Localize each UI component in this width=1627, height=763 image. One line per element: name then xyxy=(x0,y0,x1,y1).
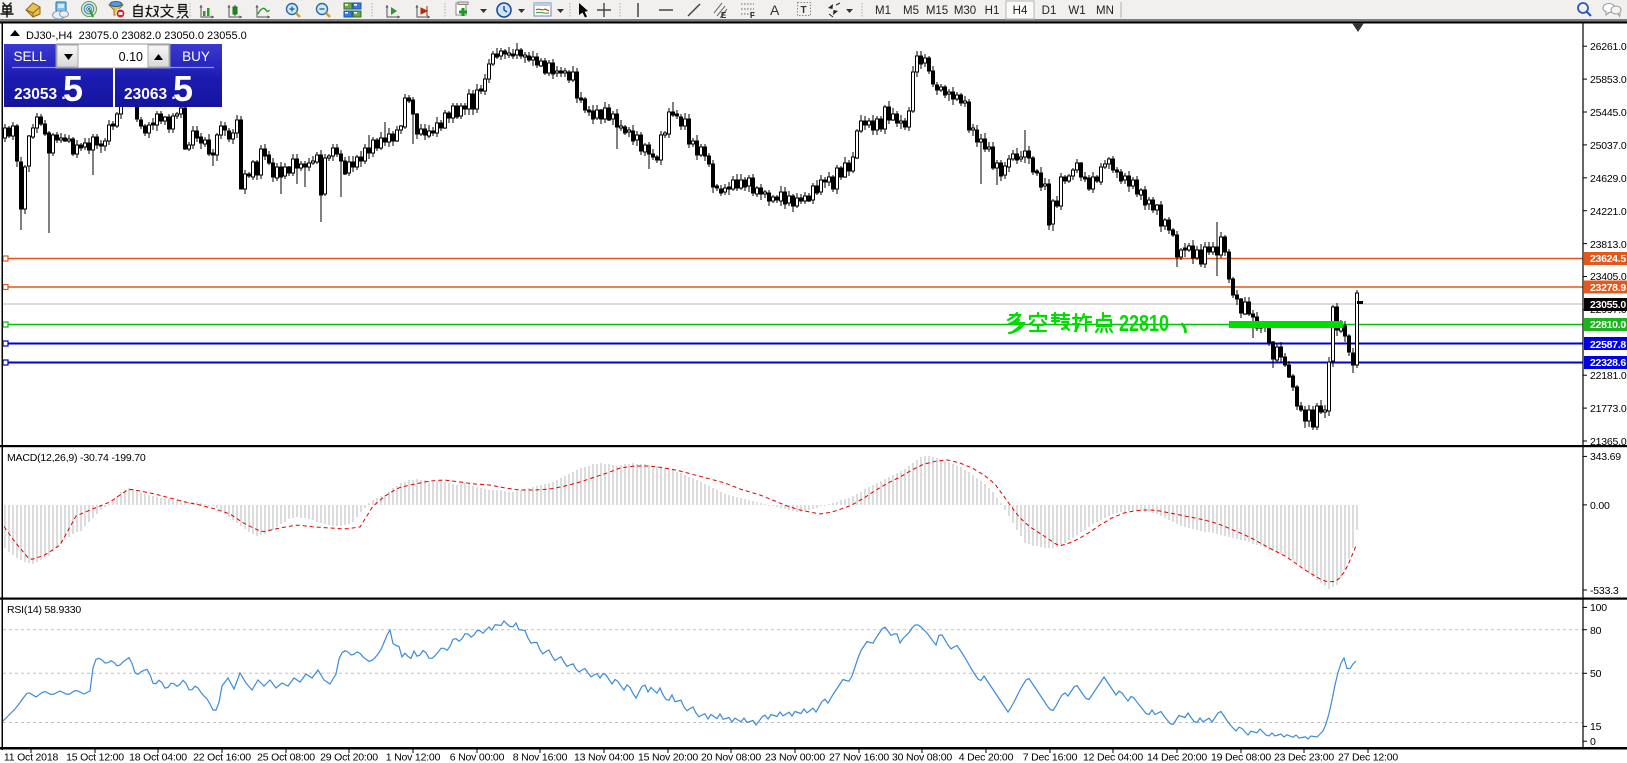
svg-text:23278.9: 23278.9 xyxy=(1590,282,1626,294)
svg-text:F: F xyxy=(750,11,755,20)
svg-text:-533.3: -533.3 xyxy=(1590,585,1619,597)
svg-text:22328.6: 22328.6 xyxy=(1590,357,1626,369)
svg-text:27 Dec 12:00: 27 Dec 12:00 xyxy=(1338,752,1398,763)
svg-text:21365.0: 21365.0 xyxy=(1590,436,1627,448)
svg-text:23055.0: 23055.0 xyxy=(1590,299,1626,311)
svg-text:100: 100 xyxy=(1590,602,1607,614)
svg-text:BUY: BUY xyxy=(182,49,210,64)
svg-text:23624.5: 23624.5 xyxy=(1590,253,1626,265)
svg-text:5: 5 xyxy=(173,68,193,109)
svg-text:RSI(14) 58.9330: RSI(14) 58.9330 xyxy=(7,604,81,616)
svg-text:MACD(12,26,9) -30.74 -199.70: MACD(12,26,9) -30.74 -199.70 xyxy=(7,452,146,464)
svg-text:T: T xyxy=(801,5,807,16)
svg-text:0.10: 0.10 xyxy=(119,50,143,64)
svg-text:5: 5 xyxy=(63,68,83,109)
svg-text:DJ30-,H4 23075.0 23082.0 2305: DJ30-,H4 23075.0 23082.0 23050.0 23055.0 xyxy=(26,30,247,42)
svg-text:SELL: SELL xyxy=(13,49,47,64)
svg-text:22181.0: 22181.0 xyxy=(1590,370,1627,382)
svg-text:23405.0: 23405.0 xyxy=(1590,271,1627,283)
svg-text:21773.0: 21773.0 xyxy=(1590,403,1627,415)
svg-text:24629.0: 24629.0 xyxy=(1590,173,1627,185)
svg-text:H4: H4 xyxy=(1013,5,1028,17)
svg-text:23 Nov 00:00: 23 Nov 00:00 xyxy=(765,752,825,763)
svg-text:M5: M5 xyxy=(903,5,919,17)
svg-text:D1: D1 xyxy=(1042,5,1057,17)
svg-text:29 Oct 20:00: 29 Oct 20:00 xyxy=(320,752,378,763)
svg-text:80: 80 xyxy=(1590,625,1602,637)
svg-text:M30: M30 xyxy=(954,5,976,17)
svg-text:22 Oct 16:00: 22 Oct 16:00 xyxy=(193,752,251,763)
svg-text:14 Dec 20:00: 14 Dec 20:00 xyxy=(1147,752,1207,763)
svg-text:E: E xyxy=(721,11,727,20)
svg-text:6 Nov 00:00: 6 Nov 00:00 xyxy=(450,752,505,763)
svg-text:27 Nov 16:00: 27 Nov 16:00 xyxy=(829,752,889,763)
svg-text:7 Dec 16:00: 7 Dec 16:00 xyxy=(1023,752,1078,763)
svg-text:24221.0: 24221.0 xyxy=(1590,206,1627,218)
svg-text:15 Oct 12:00: 15 Oct 12:00 xyxy=(66,752,124,763)
svg-text:23813.0: 23813.0 xyxy=(1590,239,1627,251)
svg-text:25853.0: 25853.0 xyxy=(1590,74,1627,86)
svg-text:13 Nov 04:00: 13 Nov 04:00 xyxy=(574,752,634,763)
svg-text:W1: W1 xyxy=(1068,5,1085,17)
svg-text:M15: M15 xyxy=(926,5,948,17)
svg-text:22810: 22810 xyxy=(1119,310,1169,336)
svg-text:22810.0: 22810.0 xyxy=(1590,319,1626,331)
svg-text:23053 .: 23053 . xyxy=(14,86,66,103)
svg-text:11 Oct 2018: 11 Oct 2018 xyxy=(4,752,59,763)
svg-text:15: 15 xyxy=(1590,721,1602,733)
svg-text:M1: M1 xyxy=(875,5,891,17)
svg-text:1 Nov 12:00: 1 Nov 12:00 xyxy=(386,752,441,763)
svg-text:343.69: 343.69 xyxy=(1590,451,1621,463)
svg-text:22587.8: 22587.8 xyxy=(1590,339,1626,351)
svg-text:0: 0 xyxy=(1590,736,1596,748)
svg-text:4 Dec 20:00: 4 Dec 20:00 xyxy=(959,752,1014,763)
svg-text:H1: H1 xyxy=(985,5,1000,17)
svg-text:A: A xyxy=(770,2,780,18)
svg-text:20 Nov 08:00: 20 Nov 08:00 xyxy=(701,752,761,763)
svg-text:8 Nov 16:00: 8 Nov 16:00 xyxy=(513,752,568,763)
svg-text:30 Nov 08:00: 30 Nov 08:00 xyxy=(892,752,952,763)
svg-text:0.00: 0.00 xyxy=(1590,500,1610,512)
svg-text:50: 50 xyxy=(1590,668,1602,680)
svg-text:26261.0: 26261.0 xyxy=(1590,41,1627,53)
svg-text:23 Dec 23:00: 23 Dec 23:00 xyxy=(1274,752,1334,763)
svg-text:MN: MN xyxy=(1096,5,1114,17)
svg-text:18 Oct 04:00: 18 Oct 04:00 xyxy=(129,752,187,763)
svg-text:25037.0: 25037.0 xyxy=(1590,140,1627,152)
svg-text:25445.0: 25445.0 xyxy=(1590,107,1627,119)
svg-text:19 Dec 08:00: 19 Dec 08:00 xyxy=(1211,752,1271,763)
svg-text:15 Nov 20:00: 15 Nov 20:00 xyxy=(638,752,698,763)
svg-text:23063 .: 23063 . xyxy=(124,86,176,103)
svg-text:12 Dec 04:00: 12 Dec 04:00 xyxy=(1083,752,1143,763)
svg-text:25 Oct 08:00: 25 Oct 08:00 xyxy=(257,752,315,763)
